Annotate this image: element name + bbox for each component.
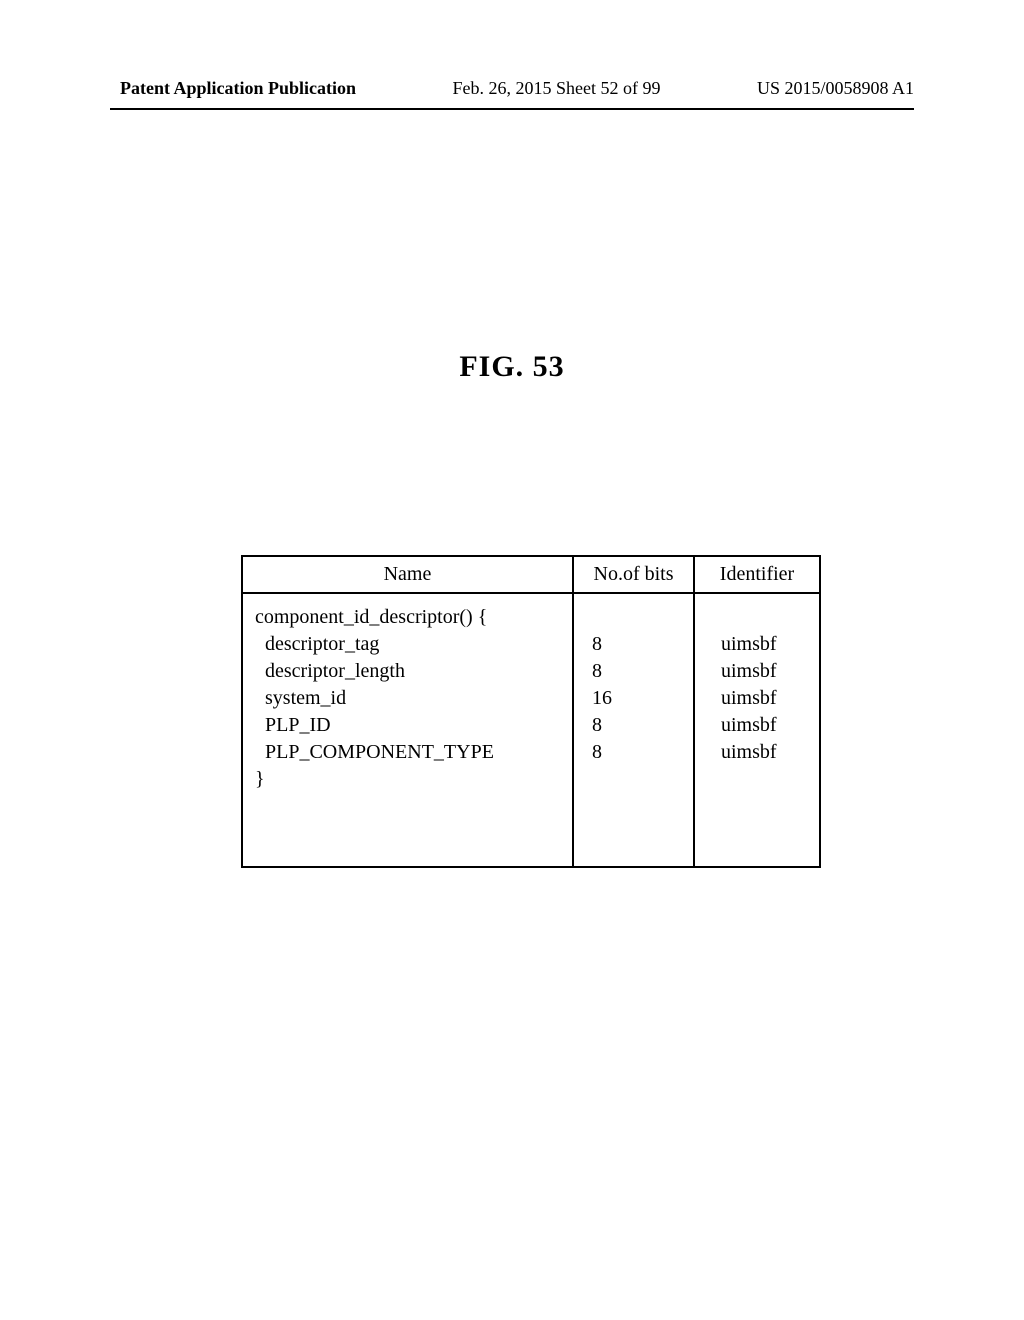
col-header-name: Name xyxy=(242,556,573,593)
header-right: US 2015/0058908 A1 xyxy=(757,78,914,99)
col-header-identifier: Identifier xyxy=(694,556,820,593)
bits-block: 8 8 16 8 8 xyxy=(586,600,681,766)
col-header-bits: No.of bits xyxy=(573,556,694,593)
cell-name: component_id_descriptor() { descriptor_t… xyxy=(242,593,573,867)
code-block: component_id_descriptor() { descriptor_t… xyxy=(255,600,560,793)
table-header-row: Name No.of bits Identifier xyxy=(242,556,820,593)
figure-title: FIG. 53 xyxy=(0,350,1024,384)
header-center: Feb. 26, 2015 Sheet 52 of 99 xyxy=(453,78,661,99)
header-rule xyxy=(110,108,914,110)
page-header: Patent Application Publication Feb. 26, … xyxy=(0,78,1024,99)
cell-bits: 8 8 16 8 8 xyxy=(573,593,694,867)
page: Patent Application Publication Feb. 26, … xyxy=(0,0,1024,1320)
table-row: component_id_descriptor() { descriptor_t… xyxy=(242,593,820,867)
cell-identifier: uimsbf uimsbf uimsbf uimsbf uimsbf xyxy=(694,593,820,867)
syntax-table: Name No.of bits Identifier component_id_… xyxy=(241,555,821,868)
ident-block: uimsbf uimsbf uimsbf uimsbf uimsbf xyxy=(707,600,807,766)
header-left: Patent Application Publication xyxy=(120,78,356,99)
